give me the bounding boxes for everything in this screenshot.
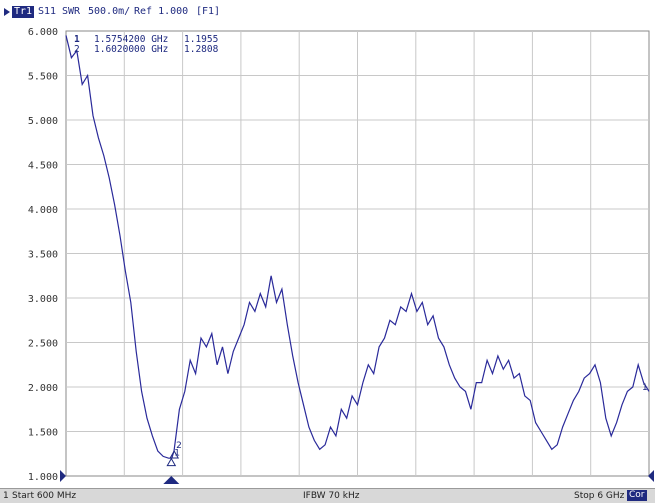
swr-chart: 1.000 1.500 2.000 2.500 3.000 3.500 4.000 4.500… <box>28 27 654 484</box>
marker-label: 1 <box>174 449 180 459</box>
y-tick-label: 3.500 <box>28 250 58 261</box>
trace-id-badge[interactable]: Tr1 <box>12 6 35 18</box>
channel-tag: [F1] <box>196 6 221 17</box>
if-bandwidth[interactable]: IFBW 70 kHz <box>303 491 360 501</box>
marker-readout-frequency: 1.6020000 GHz <box>94 44 168 55</box>
marker-readout-id: 2 <box>74 44 80 55</box>
measurement-param[interactable]: S11 <box>38 6 57 17</box>
reference-left-arrow-icon <box>60 470 66 482</box>
y-tick-label: 1.500 <box>28 428 58 439</box>
y-tick-label: 3.000 <box>28 294 58 305</box>
trace-end-label: 1 <box>642 383 648 393</box>
marker-readout-id: 1 <box>74 34 80 45</box>
marker-label: 2 <box>176 441 182 451</box>
channel-number: 1 <box>3 491 9 501</box>
correction-indicator[interactable]: Cor <box>627 490 647 501</box>
trace-header: Tr1 S11 SWR 500.0m/ Ref 1.000 [F1] <box>0 0 655 20</box>
display-format[interactable]: SWR <box>62 6 81 17</box>
y-tick-label: 4.000 <box>28 205 58 216</box>
start-frequency[interactable]: Start 600 MHz <box>12 491 77 501</box>
status-bar: 1 Start 600 MHz IFBW 70 kHz Stop 6 GHz C… <box>0 488 655 503</box>
y-tick-label: 4.500 <box>28 161 58 172</box>
stop-frequency[interactable]: Stop 6 GHz <box>574 491 625 501</box>
marker-readout-frequency: 1.5754200 GHz <box>94 34 168 45</box>
marker-triangle-icon <box>166 457 177 467</box>
y-tick-label: 6.000 <box>28 27 58 38</box>
marker-readout-value: 1.2808 <box>184 44 219 55</box>
y-tick-label: 2.000 <box>28 383 58 394</box>
active-trace-arrow-icon <box>4 8 10 16</box>
reference-right-arrow-icon <box>648 470 654 482</box>
y-tick-label: 2.500 <box>28 339 58 350</box>
reference-value[interactable]: Ref 1.000 <box>134 6 189 17</box>
y-tick-label: 1.000 <box>28 472 58 483</box>
marker-triangle-icon <box>169 450 180 459</box>
scale-per-div[interactable]: 500.0m/ <box>88 6 131 17</box>
swr-trace <box>65 35 650 459</box>
y-tick-label: 5.500 <box>28 72 58 83</box>
marker-position-icon <box>163 476 180 484</box>
marker-readout-value: 1.1955 <box>184 34 218 45</box>
y-tick-label: 5.000 <box>28 116 58 127</box>
